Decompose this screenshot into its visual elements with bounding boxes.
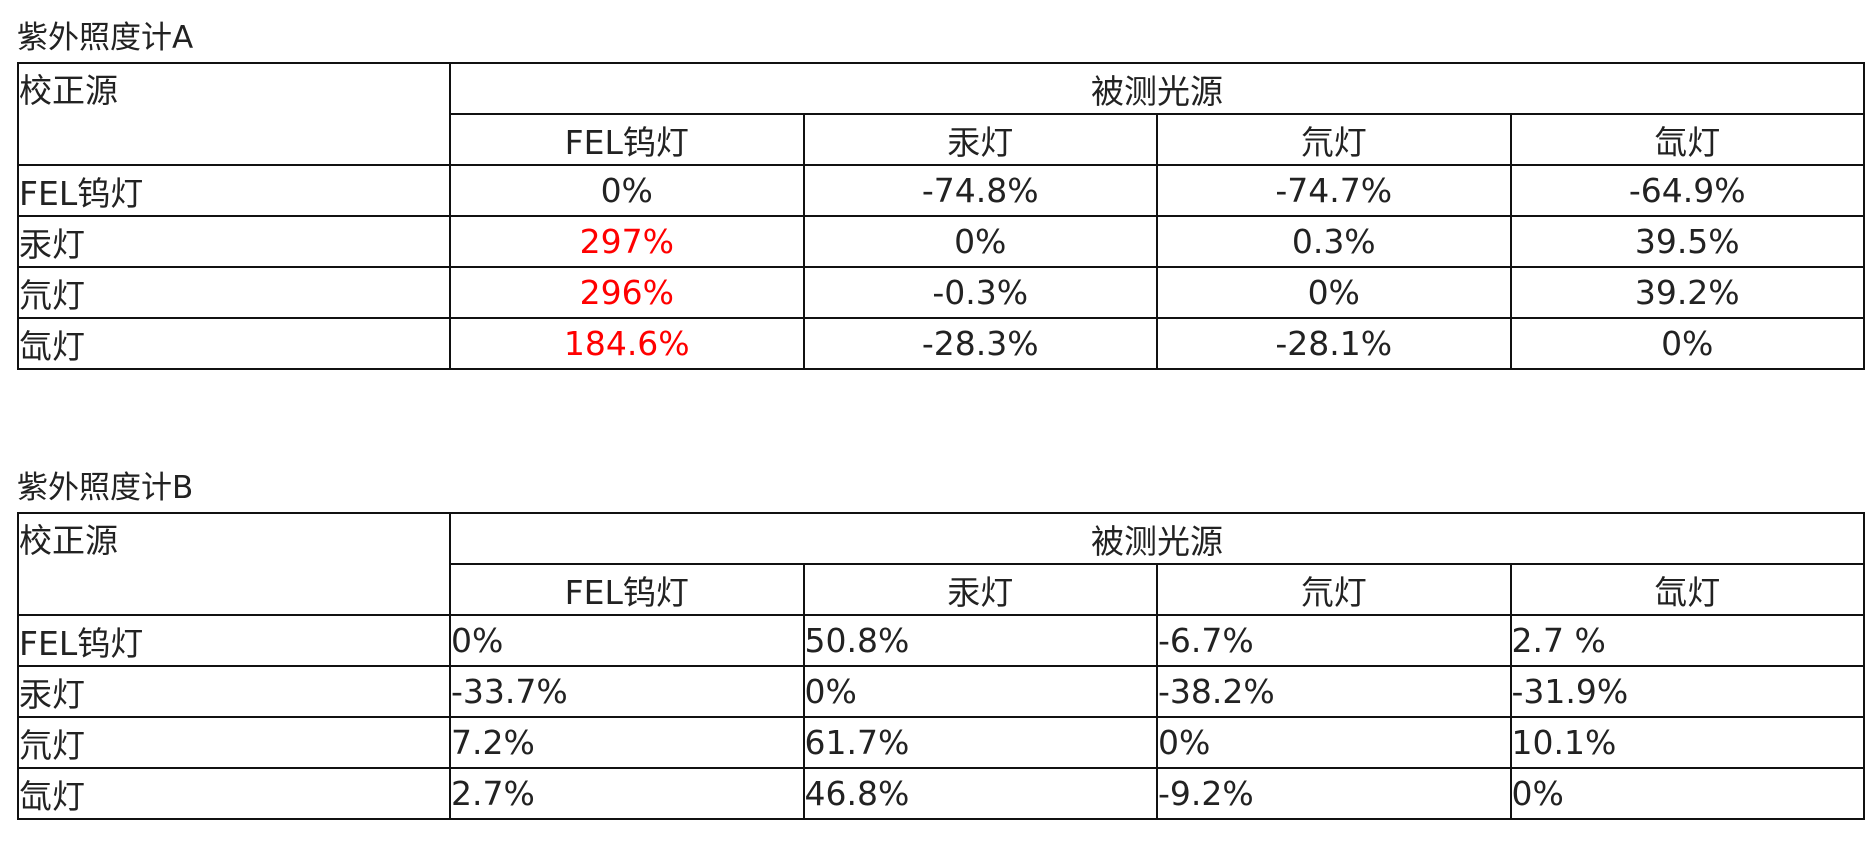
table-row: 氘灯 7.2% 61.7% 0% 10.1%: [17, 716, 1865, 769]
table-cell: 0%: [802, 665, 1158, 718]
table-cell: 39.2%: [1509, 266, 1865, 319]
table-row: FEL钨灯 0% 50.8% -6.7% 2.7 %: [17, 614, 1865, 667]
table-title: 紫外照度计A: [17, 20, 194, 56]
table-cell: 0%: [1509, 767, 1865, 820]
section-uv-meter-b: 紫外照度计B 校正源 被测光源 FEL钨灯 汞灯 氘灯 氙灯 FEL钨灯 0% …: [17, 466, 1865, 820]
column-header: FEL钨灯: [449, 113, 805, 166]
section-uv-meter-a: 紫外照度计A 校正源 被测光源 FEL钨灯 汞灯 氘灯 氙灯 FEL钨灯 0% …: [17, 16, 1865, 370]
table-cell: -38.2%: [1156, 665, 1512, 718]
table-cell: 46.8%: [802, 767, 1158, 820]
table-row: 汞灯 -33.7% 0% -38.2% -31.9%: [17, 665, 1865, 718]
corner-label: 校正源: [17, 62, 451, 166]
header-row-columns: FEL钨灯 汞灯 氘灯 氙灯: [18, 563, 1865, 616]
table-cell: 0%: [449, 164, 805, 217]
table-row: 氙灯 184.6% -28.3% -28.1% 0%: [17, 317, 1865, 370]
table-cell: -28.3%: [802, 317, 1158, 370]
row-header: 氘灯: [17, 716, 451, 769]
table-cell: 0%: [1156, 716, 1512, 769]
column-header: FEL钨灯: [449, 563, 805, 616]
column-header: 氘灯: [1156, 113, 1512, 166]
table-cell: -0.3%: [802, 266, 1158, 319]
table-cell: 39.5%: [1509, 215, 1865, 268]
row-header: 氘灯: [17, 266, 451, 319]
row-header: 氙灯: [17, 317, 451, 370]
table-row: 汞灯 297% 0% 0.3% 39.5%: [17, 215, 1865, 268]
table-cell: -74.8%: [802, 164, 1158, 217]
header-row-group: 校正源 被测光源: [17, 62, 1865, 166]
header-row-columns: FEL钨灯 汞灯 氘灯 氙灯: [18, 113, 1865, 166]
column-header: 氘灯: [1156, 563, 1512, 616]
table-cell: 61.7%: [802, 716, 1158, 769]
table-cell: -74.7%: [1156, 164, 1512, 217]
table-cell: 50.8%: [802, 614, 1158, 667]
row-header: 汞灯: [17, 665, 451, 718]
table-cell: -6.7%: [1156, 614, 1512, 667]
calibration-table-b: 校正源 被测光源 FEL钨灯 汞灯 氘灯 氙灯 FEL钨灯 0% 50.8% -…: [17, 512, 1865, 820]
table-row: 氘灯 296% -0.3% 0% 39.2%: [17, 266, 1865, 319]
table-cell: 7.2%: [449, 716, 805, 769]
header-row-group: 校正源 被测光源: [17, 512, 1865, 616]
table-cell: 10.1%: [1509, 716, 1865, 769]
row-header: FEL钨灯: [17, 614, 451, 667]
table-cell: -64.9%: [1509, 164, 1865, 217]
row-header: 氙灯: [17, 767, 451, 820]
column-header: 汞灯: [802, 113, 1158, 166]
group-header: 被测光源: [449, 512, 1865, 565]
table-cell: 0.3%: [1156, 215, 1512, 268]
table-row: FEL钨灯 0% -74.8% -74.7% -64.9%: [17, 164, 1865, 217]
table-cell: 296%: [449, 266, 805, 319]
table-title: 紫外照度计B: [17, 470, 194, 506]
table-cell: -9.2%: [1156, 767, 1512, 820]
group-header: 被测光源: [449, 62, 1865, 115]
table-row: 氙灯 2.7% 46.8% -9.2% 0%: [17, 767, 1865, 820]
table-cell: 0%: [802, 215, 1158, 268]
corner-label: 校正源: [17, 512, 451, 616]
table-cell: -31.9%: [1509, 665, 1865, 718]
row-header: 汞灯: [17, 215, 451, 268]
table-cell: 2.7 %: [1509, 614, 1865, 667]
table-cell: 2.7%: [449, 767, 805, 820]
table-cell: 0%: [1509, 317, 1865, 370]
column-header: 氙灯: [1509, 113, 1865, 166]
table-cell: 0%: [449, 614, 805, 667]
calibration-table-a: 校正源 被测光源 FEL钨灯 汞灯 氘灯 氙灯 FEL钨灯 0% -74.8% …: [17, 62, 1865, 370]
table-cell: 0%: [1156, 266, 1512, 319]
column-header: 汞灯: [802, 563, 1158, 616]
column-header: 氙灯: [1509, 563, 1865, 616]
table-cell: -33.7%: [449, 665, 805, 718]
table-cell: 184.6%: [449, 317, 805, 370]
row-header: FEL钨灯: [17, 164, 451, 217]
table-cell: 297%: [449, 215, 805, 268]
table-cell: -28.1%: [1156, 317, 1512, 370]
